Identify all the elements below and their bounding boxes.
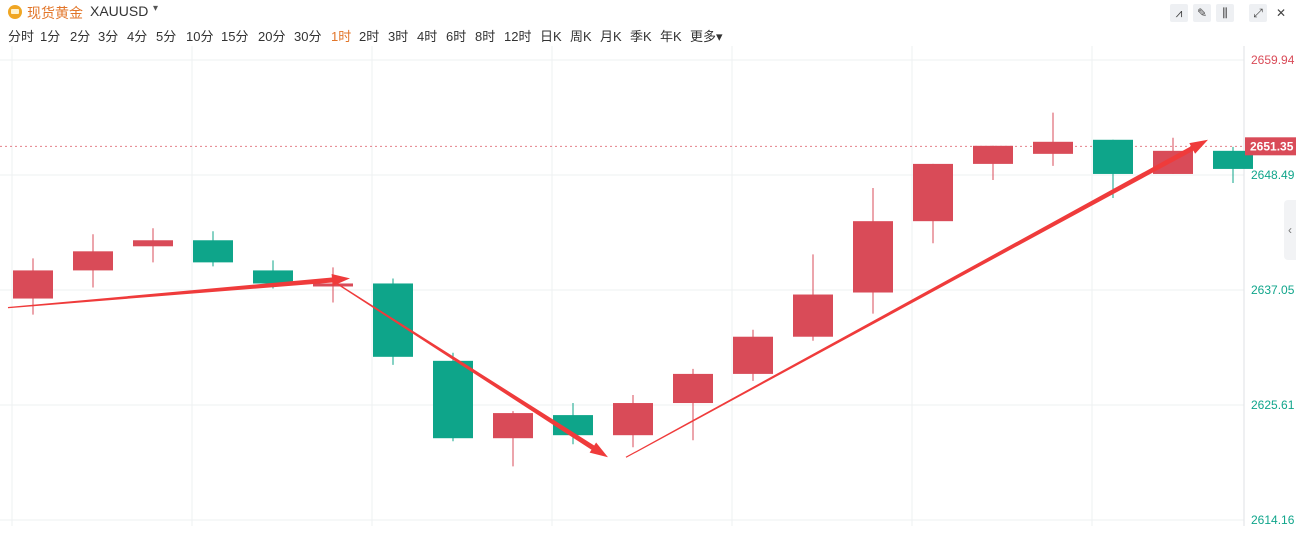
candle-body: [73, 251, 113, 271]
period-tab[interactable]: 分时: [8, 29, 35, 44]
close-icon[interactable]: ✕: [1275, 6, 1287, 20]
candle-body: [433, 360, 473, 439]
period-tab[interactable]: 8时: [475, 29, 496, 44]
period-tab[interactable]: 2分: [70, 29, 91, 44]
period-tab[interactable]: 1时: [331, 29, 352, 44]
candle-body: [913, 163, 953, 222]
side-panel-toggle[interactable]: ‹: [1284, 200, 1296, 260]
instrument-symbol[interactable]: XAUUSD: [90, 3, 149, 19]
period-tab[interactable]: 3分: [98, 29, 119, 44]
period-tab[interactable]: 更多▾: [690, 29, 723, 44]
y-tick-label: 2637.05: [1251, 283, 1295, 297]
period-tab[interactable]: 日K: [540, 29, 562, 44]
candle-body: [1033, 141, 1073, 154]
period-tab[interactable]: 3时: [388, 29, 409, 44]
chevron-left-icon: ‹: [1288, 223, 1292, 237]
y-tick-label: 2659.94: [1251, 53, 1295, 67]
trend-arrow: [625, 139, 1208, 458]
candle-body: [853, 221, 893, 293]
candle-body: [1213, 150, 1253, 169]
chart-header: 现货黄金 XAUUSD ▾ ⩘ ✎ ⫼ ⤢ ✕: [0, 0, 1296, 24]
current-price-tag: [1245, 137, 1296, 156]
candle-type-icon[interactable]: ⫼: [1216, 4, 1234, 22]
instrument-name[interactable]: 现货黄金: [27, 5, 83, 21]
candle-body: [973, 145, 1013, 164]
candle-body: [133, 240, 173, 247]
current-price-label: 2651.35: [1250, 139, 1294, 153]
period-tab[interactable]: 6时: [446, 29, 467, 44]
candle-body: [193, 240, 233, 263]
candle-body: [253, 270, 293, 284]
candle-body: [733, 336, 773, 374]
period-tab[interactable]: 1分: [40, 29, 61, 44]
candle-body: [613, 403, 653, 436]
period-tab[interactable]: 4时: [417, 29, 438, 44]
y-tick-label: 2614.16: [1251, 513, 1295, 527]
y-tick-label: 2625.61: [1251, 398, 1295, 412]
candle-body: [1153, 150, 1193, 174]
period-tab[interactable]: 5分: [156, 29, 177, 44]
y-tick-label: 2648.49: [1251, 168, 1295, 182]
period-tab[interactable]: 15分: [221, 29, 249, 44]
period-tab[interactable]: 周K: [570, 29, 592, 44]
candle-body: [793, 294, 833, 337]
period-tab[interactable]: 30分: [294, 29, 322, 44]
period-tab[interactable]: 2时: [359, 29, 380, 44]
period-tab[interactable]: 4分: [127, 29, 148, 44]
period-tab[interactable]: 20分: [258, 29, 286, 44]
symbol-dropdown-caret-icon[interactable]: ▾: [153, 3, 159, 14]
period-tab[interactable]: 季K: [630, 29, 652, 44]
candle-body: [1093, 139, 1133, 174]
trend-arrow: [331, 279, 608, 458]
candle-body: [493, 413, 533, 439]
candle-body: [673, 373, 713, 404]
draw-icon[interactable]: ✎: [1193, 4, 1211, 22]
period-tab[interactable]: 年K: [660, 29, 682, 44]
fullscreen-icon[interactable]: ⤢: [1249, 4, 1267, 22]
gold-coin-icon: [8, 5, 22, 19]
indicator-icon[interactable]: ⩘: [1170, 4, 1188, 22]
period-tab[interactable]: 10分: [186, 29, 214, 44]
period-tab[interactable]: 月K: [600, 29, 622, 44]
candle-body: [13, 270, 53, 299]
trend-arrow: [7, 274, 351, 309]
period-tab[interactable]: 12时: [504, 29, 532, 44]
